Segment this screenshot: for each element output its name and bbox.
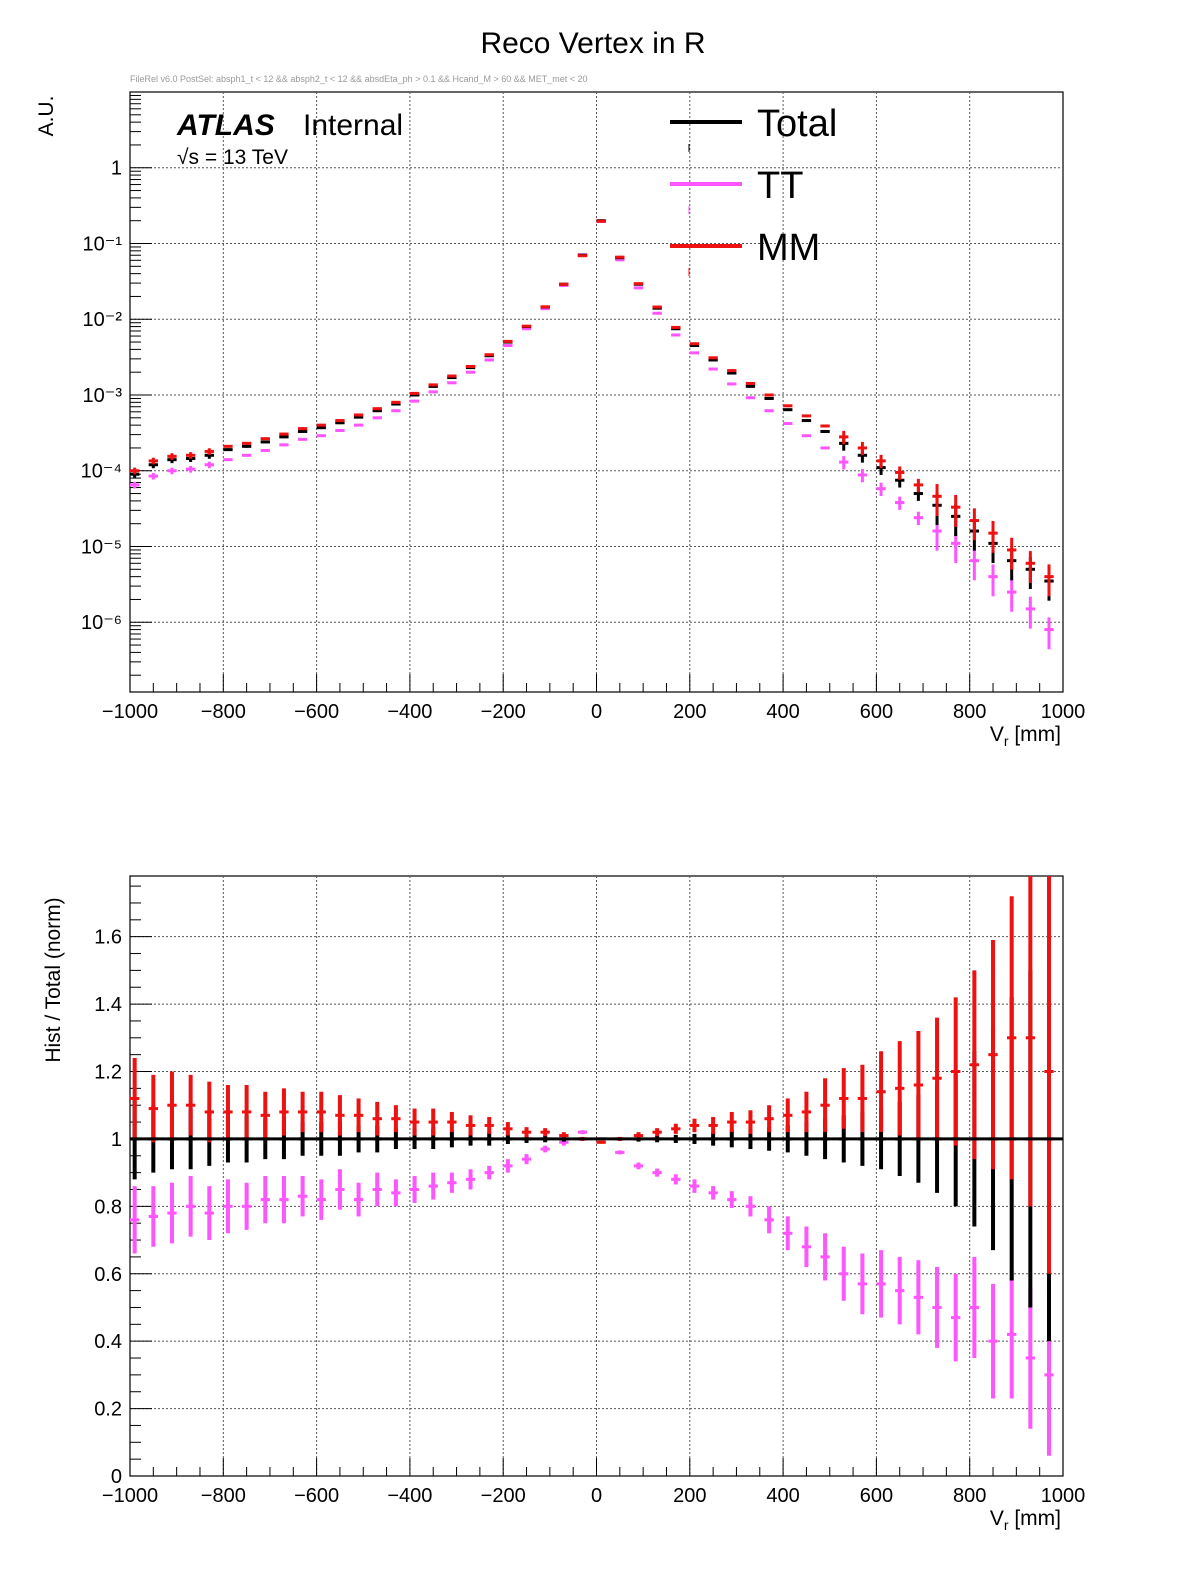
bottom-ytick-label: 0	[111, 1466, 122, 1488]
top-ytick-label: 10⁻⁵	[81, 536, 122, 558]
top-ytick-label: 10⁻³	[83, 385, 123, 407]
bottom-plot: −1000 −800 −600 −400 −200 0 200 400 600 800 1000 0 0…	[42, 875, 1086, 1533]
top-xtick-label: −1000	[102, 701, 158, 723]
top-ytick-label: 1	[111, 158, 122, 180]
bottom-marks	[130, 876, 1063, 1456]
top-ytick-label: 10⁻⁴	[81, 461, 122, 483]
top-xtick-label: −800	[201, 701, 246, 723]
top-xlabel: Vr [mm]	[990, 723, 1061, 749]
bottom-ytick-label: 1.4	[94, 994, 122, 1016]
bottom-xlabel-v: V	[990, 1507, 1004, 1530]
top-marks	[130, 219, 1054, 650]
internal-label: Internal	[303, 109, 403, 142]
bottom-xtick-label: −800	[201, 1485, 246, 1507]
top-xtick-label: 0	[591, 701, 602, 723]
legend-label-total: Total	[757, 103, 837, 145]
bottom-ytick-label: 1.2	[94, 1062, 122, 1084]
bottom-xtick-label: 1000	[1041, 1485, 1086, 1507]
chart-title: Reco Vertex in R	[480, 27, 705, 60]
bottom-xtick-label: 0	[591, 1485, 602, 1507]
bottom-ytick-label: 1	[111, 1129, 122, 1151]
bottom-ytick-label: 0.4	[94, 1331, 122, 1353]
bottom-xtick-label: −600	[294, 1485, 339, 1507]
top-xlabel-sub: r	[1004, 733, 1009, 749]
top-xtick-label: 800	[953, 701, 986, 723]
bottom-xtick-label: 600	[860, 1485, 893, 1507]
legend-label-tt: TT	[757, 165, 803, 207]
bottom-xtick-label: −400	[387, 1485, 432, 1507]
bottom-xtick-label: −200	[481, 1485, 526, 1507]
top-xtick-label: −400	[387, 701, 432, 723]
bottom-ytick-label: 0.8	[94, 1196, 122, 1218]
top-grid	[130, 92, 1063, 692]
atlas-label: ATLAS	[176, 109, 275, 142]
bottom-ticks: −1000 −800 −600 −400 −200 0 200 400 600 800 1000 0 0…	[94, 885, 1086, 1507]
top-xtick-label: 400	[766, 701, 799, 723]
bottom-xlabel-unit: [mm]	[1009, 1507, 1062, 1530]
bottom-xlabel: Vr [mm]	[990, 1507, 1061, 1533]
top-plot: −1000 −800 −600 −400 −200 0 200 400 600 800 1000 1 1…	[35, 91, 1086, 749]
legend-label-mm: MM	[757, 227, 820, 269]
top-xtick-label: 200	[673, 701, 706, 723]
top-xlabel-v: V	[990, 723, 1004, 746]
top-ticks: −1000 −800 −600 −400 −200 0 200 400 600 800 1000 1 1…	[81, 94, 1086, 723]
bottom-ylabel: Hist / Total (norm)	[42, 897, 65, 1062]
top-xtick-label: −600	[294, 701, 339, 723]
top-ylabel: A.U.	[35, 96, 58, 137]
bottom-xtick-label: 800	[953, 1485, 986, 1507]
bottom-xtick-label: −1000	[102, 1485, 158, 1507]
top-xtick-label: 1000	[1041, 701, 1086, 723]
bottom-ytick-label: 0.6	[94, 1264, 122, 1286]
bottom-xtick-label: 200	[673, 1485, 706, 1507]
bottom-xtick-label: 400	[766, 1485, 799, 1507]
bottom-xlabel-sub: r	[1004, 1517, 1009, 1533]
bottom-ytick-label: 0.2	[94, 1399, 122, 1421]
bottom-grid	[130, 876, 1063, 1476]
legend: Total TT MM	[670, 103, 837, 276]
top-xlabel-unit: [mm]	[1009, 723, 1062, 746]
top-ytick-label: 10⁻²	[83, 309, 123, 331]
selection-label: FileRel v6.0 PostSel: absph1_t < 12 && a…	[130, 74, 588, 84]
top-xtick-label: −200	[481, 701, 526, 723]
top-ytick-label: 10⁻¹	[83, 233, 123, 255]
top-ytick-label: 10⁻⁶	[81, 612, 122, 634]
top-xtick-label: 600	[860, 701, 893, 723]
energy-label: √s = 13 TeV	[177, 146, 288, 169]
bottom-ytick-label: 1.6	[94, 927, 122, 949]
